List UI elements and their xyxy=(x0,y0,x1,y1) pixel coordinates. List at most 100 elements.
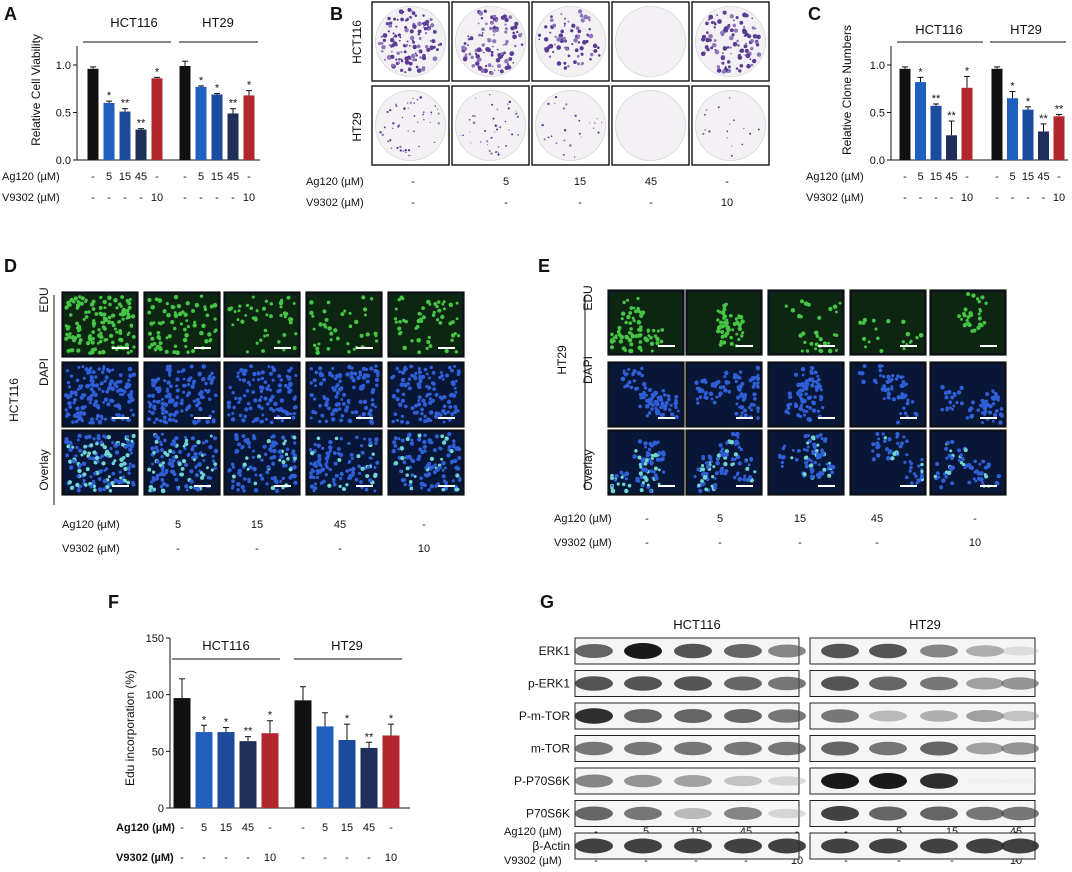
nucleus xyxy=(119,476,123,480)
nucleus xyxy=(428,392,432,396)
nucleus xyxy=(813,460,817,465)
nucleus xyxy=(400,370,406,375)
nucleus xyxy=(935,462,940,467)
colony xyxy=(402,44,406,48)
nucleus xyxy=(871,442,876,447)
nucleus xyxy=(184,344,188,349)
nucleus xyxy=(803,301,809,306)
colony xyxy=(493,25,496,28)
nucleus xyxy=(632,379,636,383)
nucleus xyxy=(716,453,722,458)
colony xyxy=(554,95,558,99)
band xyxy=(575,676,613,691)
nucleus xyxy=(269,406,274,411)
nucleus xyxy=(650,453,655,458)
nucleus xyxy=(248,465,253,470)
nucleus xyxy=(91,456,96,461)
nucleus xyxy=(120,295,125,299)
significance-label: * xyxy=(199,75,204,87)
nucleus xyxy=(624,488,629,494)
colony xyxy=(439,42,443,46)
nucleus xyxy=(293,441,297,445)
nucleus xyxy=(993,391,998,396)
band xyxy=(724,644,762,658)
nucleus xyxy=(713,486,717,490)
band xyxy=(1001,777,1039,785)
nucleus xyxy=(162,415,167,420)
nucleus xyxy=(806,416,811,422)
band xyxy=(869,676,907,691)
nucleus xyxy=(91,382,95,387)
nucleus xyxy=(260,476,265,481)
colony xyxy=(500,15,505,20)
nucleus xyxy=(752,381,757,386)
v9302-dose: - xyxy=(578,197,582,209)
colony xyxy=(705,21,709,26)
colony xyxy=(552,23,557,28)
band xyxy=(821,676,859,691)
band xyxy=(966,742,1004,755)
bar xyxy=(1022,109,1034,160)
colony xyxy=(388,44,391,47)
nucleus xyxy=(994,409,999,413)
colony xyxy=(556,45,562,50)
nucleus xyxy=(423,414,427,419)
colony xyxy=(494,124,498,127)
colony xyxy=(729,97,731,99)
band xyxy=(624,838,662,854)
nucleus xyxy=(169,384,173,389)
nucleus xyxy=(159,321,163,326)
v9302-dose: 10 xyxy=(961,192,973,204)
ag120-dose: - xyxy=(301,822,305,834)
nucleus xyxy=(976,476,981,481)
band xyxy=(674,709,712,723)
nucleus xyxy=(125,382,130,387)
band xyxy=(1001,677,1039,690)
nucleus xyxy=(176,303,182,309)
culture-dish xyxy=(695,6,766,77)
nucleus xyxy=(644,445,648,449)
nucleus xyxy=(616,482,620,486)
nucleus xyxy=(629,385,634,390)
nucleus xyxy=(643,386,648,390)
nucleus xyxy=(410,406,415,411)
v9302-dose: 10 xyxy=(385,852,397,864)
nucleus xyxy=(120,442,125,447)
nucleus xyxy=(89,475,93,479)
nucleus xyxy=(127,305,132,310)
nucleus xyxy=(428,376,431,380)
ag120-dose: 45 xyxy=(242,822,254,834)
band xyxy=(920,710,958,722)
nucleus xyxy=(875,432,880,436)
nucleus xyxy=(96,341,100,345)
colony xyxy=(553,43,556,46)
nucleus xyxy=(729,335,733,340)
nucleus xyxy=(356,375,361,380)
nucleus xyxy=(340,413,345,418)
colony xyxy=(429,121,431,124)
colony xyxy=(395,58,398,61)
colony xyxy=(563,17,566,20)
nucleus xyxy=(269,420,274,425)
nucleus xyxy=(756,410,760,413)
nucleus xyxy=(150,378,155,383)
nucleus xyxy=(965,416,969,420)
nucleus xyxy=(886,395,891,400)
nucleus xyxy=(890,387,894,391)
nucleus xyxy=(106,435,111,440)
nucleus xyxy=(454,487,459,492)
nucleus xyxy=(269,314,273,319)
bar xyxy=(195,86,207,160)
nucleus xyxy=(993,412,998,418)
nucleus xyxy=(809,467,814,471)
nucleus xyxy=(437,308,442,313)
nucleus xyxy=(980,398,985,403)
nucleus xyxy=(624,471,630,477)
nucleus xyxy=(450,412,455,417)
colony xyxy=(583,14,588,20)
nucleus xyxy=(884,447,890,452)
nucleus xyxy=(442,420,446,424)
nucleus xyxy=(374,441,378,446)
nucleus xyxy=(892,451,897,456)
nucleus xyxy=(948,465,953,471)
